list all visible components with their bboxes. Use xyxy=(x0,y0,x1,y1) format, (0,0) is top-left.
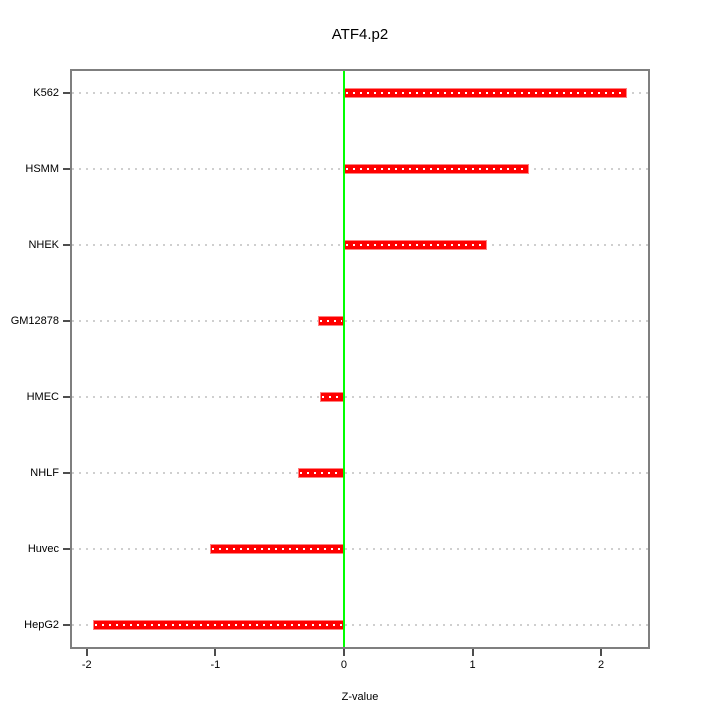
x-axis-tick xyxy=(471,649,474,656)
category-gridline xyxy=(72,548,648,550)
y-axis-label-gm12878: GM12878 xyxy=(10,315,59,327)
bar-nhlf xyxy=(297,468,344,478)
y-axis-label-hepg2: HepG2 xyxy=(24,619,59,631)
x-axis-tick-label: -1 xyxy=(210,659,221,671)
bar-gridline-dots xyxy=(345,168,528,170)
y-axis-label-nhlf: NHLF xyxy=(30,467,59,479)
y-axis-tick xyxy=(63,244,70,246)
x-axis-tick xyxy=(85,649,88,656)
y-axis-tick xyxy=(63,168,70,170)
bar-gridline-dots xyxy=(95,624,342,626)
x-axis-tick-label: 0 xyxy=(340,659,347,671)
x-axis-tick xyxy=(600,649,603,656)
x-axis-tick xyxy=(214,649,217,656)
category-gridline xyxy=(72,624,648,626)
bar-gridline-dots xyxy=(321,396,342,398)
bar-gm12878 xyxy=(318,316,344,326)
x-axis-tick-label: 1 xyxy=(469,659,476,671)
y-axis-tick xyxy=(63,548,70,550)
category-gridline xyxy=(72,472,648,474)
plot-area xyxy=(70,69,650,649)
x-axis-tick xyxy=(342,649,345,656)
bar-nhek xyxy=(343,240,487,250)
bar-gridline-dots xyxy=(345,244,485,246)
y-axis-label-k562: K562 xyxy=(33,87,59,99)
y-axis-tick xyxy=(63,320,70,322)
y-axis-label-hmec: HMEC xyxy=(26,391,59,403)
y-axis-label-huvec: Huvec xyxy=(27,543,59,555)
x-axis-tick-label: -2 xyxy=(81,659,92,671)
bar-gridline-dots xyxy=(299,472,342,474)
bar-k562 xyxy=(343,88,627,98)
y-axis-label-hsmm: HSMM xyxy=(25,163,59,175)
bar-huvec xyxy=(210,544,344,554)
bar-hsmm xyxy=(343,164,530,174)
y-axis-tick xyxy=(63,92,70,94)
bar-hmec xyxy=(319,392,344,402)
zero-reference-line xyxy=(342,71,345,647)
bar-gridline-dots xyxy=(345,92,625,94)
bar-gridline-dots xyxy=(212,548,342,550)
chart-title: ATF4.p2 xyxy=(331,26,389,43)
y-axis-tick xyxy=(63,396,70,398)
x-axis-tick-label: 2 xyxy=(598,659,605,671)
bar-gridline-dots xyxy=(320,320,342,322)
category-gridline xyxy=(72,396,648,398)
y-axis-label-nhek: NHEK xyxy=(28,239,59,251)
y-axis-tick xyxy=(63,472,70,474)
y-axis-tick xyxy=(63,624,70,626)
bar-hepg2 xyxy=(93,620,344,630)
x-axis-title: Z-value xyxy=(341,691,379,703)
category-gridline xyxy=(72,320,648,322)
